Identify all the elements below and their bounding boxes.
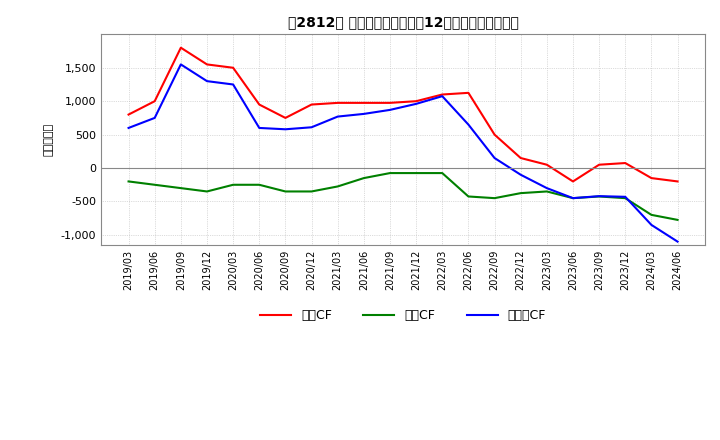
- フリーCF: [386, 107, 395, 113]
- Line: 投資CF: 投資CF: [129, 173, 678, 220]
- 投資CF: [150, 182, 159, 187]
- 営業CF: [255, 102, 264, 107]
- フリーCF: [150, 115, 159, 121]
- 投資CF: [333, 184, 342, 189]
- 投資CF: [281, 189, 289, 194]
- 営業CF: [150, 99, 159, 104]
- 営業CF: [647, 176, 656, 181]
- Legend: 営業CF, 投資CF, フリーCF: 営業CF, 投資CF, フリーCF: [255, 304, 552, 327]
- 投資CF: [412, 170, 420, 176]
- フリーCF: [307, 125, 316, 130]
- 営業CF: [202, 62, 211, 67]
- 投資CF: [125, 179, 133, 184]
- 営業CF: [542, 162, 551, 167]
- フリーCF: [229, 82, 238, 87]
- Line: 営業CF: 営業CF: [129, 48, 678, 181]
- フリーCF: [516, 172, 525, 177]
- 営業CF: [176, 45, 185, 50]
- 投資CF: [255, 182, 264, 187]
- 投資CF: [176, 186, 185, 191]
- 営業CF: [333, 100, 342, 106]
- Y-axis label: （百万円）: （百万円）: [44, 123, 54, 156]
- 営業CF: [412, 99, 420, 104]
- 投資CF: [464, 194, 473, 199]
- 投資CF: [490, 195, 499, 201]
- フリーCF: [412, 101, 420, 106]
- 営業CF: [359, 100, 368, 106]
- 投資CF: [359, 176, 368, 181]
- 投資CF: [438, 170, 446, 176]
- 営業CF: [673, 179, 682, 184]
- フリーCF: [569, 195, 577, 201]
- 営業CF: [490, 132, 499, 137]
- 投資CF: [673, 217, 682, 223]
- 投資CF: [621, 195, 629, 201]
- フリーCF: [333, 114, 342, 119]
- 投資CF: [647, 212, 656, 217]
- Line: フリーCF: フリーCF: [129, 64, 678, 242]
- 投資CF: [516, 191, 525, 196]
- フリーCF: [490, 155, 499, 161]
- 営業CF: [464, 90, 473, 95]
- 営業CF: [386, 100, 395, 106]
- 投資CF: [229, 182, 238, 187]
- 営業CF: [307, 102, 316, 107]
- 営業CF: [281, 115, 289, 121]
- フリーCF: [438, 94, 446, 99]
- フリーCF: [176, 62, 185, 67]
- 投資CF: [386, 170, 395, 176]
- 投資CF: [202, 189, 211, 194]
- 営業CF: [229, 65, 238, 70]
- フリーCF: [595, 194, 603, 199]
- Title: 　2812　 キャッシュフローの12か月移動合計の推移: 2812 キャッシュフローの12か月移動合計の推移: [287, 15, 518, 29]
- フリーCF: [255, 125, 264, 131]
- 投資CF: [569, 195, 577, 201]
- フリーCF: [281, 127, 289, 132]
- フリーCF: [621, 194, 629, 199]
- 投資CF: [307, 189, 316, 194]
- フリーCF: [202, 78, 211, 84]
- 投資CF: [595, 194, 603, 199]
- 営業CF: [621, 161, 629, 166]
- フリーCF: [359, 111, 368, 117]
- 営業CF: [438, 92, 446, 97]
- 営業CF: [595, 162, 603, 167]
- 営業CF: [125, 112, 133, 117]
- フリーCF: [125, 125, 133, 131]
- フリーCF: [542, 186, 551, 191]
- フリーCF: [647, 222, 656, 227]
- 投資CF: [542, 189, 551, 194]
- 営業CF: [516, 155, 525, 161]
- フリーCF: [673, 239, 682, 244]
- 営業CF: [569, 179, 577, 184]
- フリーCF: [464, 122, 473, 127]
